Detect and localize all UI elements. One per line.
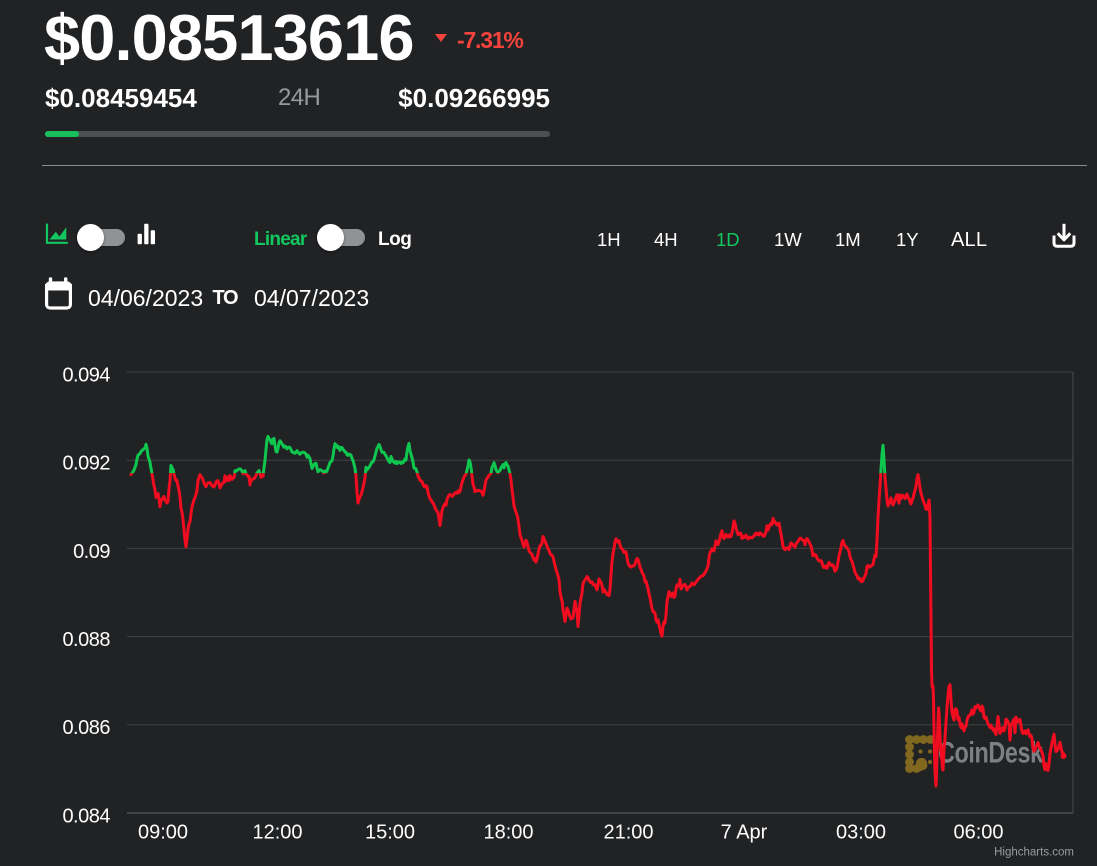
svg-text:12:00: 12:00 — [252, 822, 302, 844]
svg-text:0.086: 0.086 — [62, 717, 110, 739]
svg-text:06:00: 06:00 — [953, 822, 1003, 844]
svg-text:0.094: 0.094 — [62, 364, 110, 386]
svg-text:03:00: 03:00 — [836, 822, 886, 844]
svg-text:21:00: 21:00 — [603, 822, 653, 844]
svg-text:Highcharts.com: Highcharts.com — [994, 847, 1074, 859]
svg-text:15:00: 15:00 — [365, 822, 415, 844]
svg-text:0.09: 0.09 — [73, 541, 110, 563]
svg-text:0.092: 0.092 — [62, 453, 110, 475]
svg-text:0.088: 0.088 — [62, 629, 110, 651]
svg-text:CoinDesk: CoinDesk — [938, 736, 1043, 769]
svg-text:18:00: 18:00 — [483, 822, 533, 844]
svg-text:7 Apr: 7 Apr — [721, 822, 768, 844]
svg-text:09:00: 09:00 — [138, 822, 188, 844]
svg-text:0.084: 0.084 — [62, 805, 110, 827]
